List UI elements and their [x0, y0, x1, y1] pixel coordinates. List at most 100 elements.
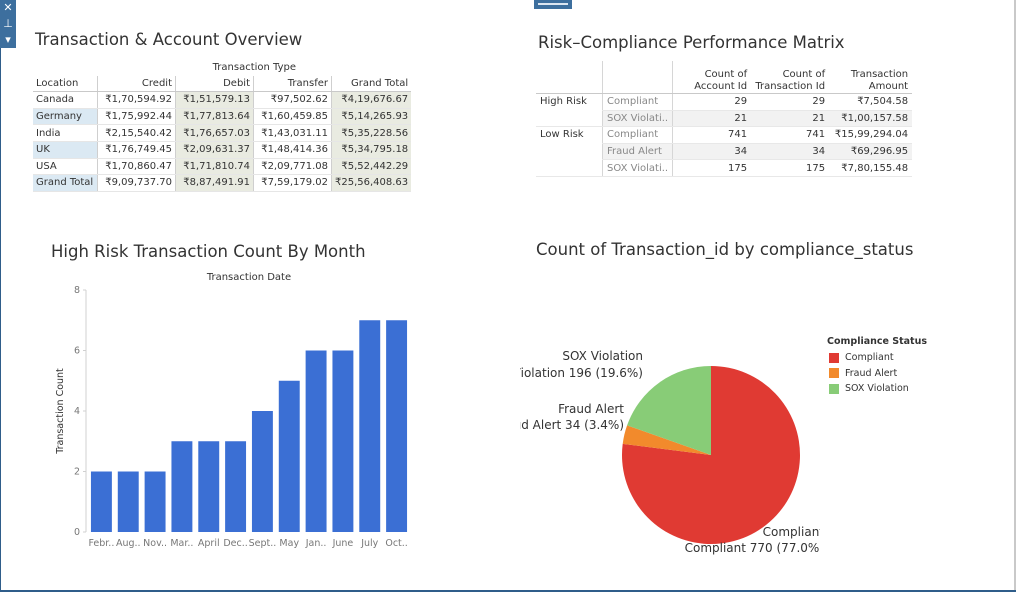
header-line: Account Id	[694, 81, 748, 92]
bar-oct[interactable]	[386, 320, 408, 532]
bar-aug[interactable]	[117, 471, 139, 533]
header-credit[interactable]: Credit	[97, 75, 176, 93]
table-row[interactable]: Fraud Alert 34 34 ₹69,296.95	[536, 143, 913, 161]
table-row[interactable]: UK ₹1,76,749.45 ₹2,09,631.37 ₹1,48,414.3…	[33, 141, 412, 159]
status-cell: Compliant	[601, 93, 673, 111]
debit-cell: ₹1,77,813.64	[175, 108, 254, 126]
bar-june[interactable]	[332, 350, 354, 533]
legend-item-sox-violation[interactable]: SOX Violation	[827, 381, 927, 397]
close-icon[interactable]: ✕	[3, 1, 13, 14]
location-cell: UK	[33, 141, 98, 159]
header-line: Amount	[868, 81, 909, 92]
x-tick-label: May	[279, 538, 299, 549]
x-tick-label: April	[198, 538, 220, 549]
legend-swatch-compliant	[829, 352, 839, 363]
debit-cell: ₹2,09,631.37	[175, 141, 254, 159]
amount-cell: ₹15,99,294.04	[829, 126, 913, 144]
pie-label-name: Compliant	[763, 525, 820, 539]
y-tick-label: 2	[74, 467, 80, 478]
x-tick-label: Febr..	[88, 538, 114, 549]
x-tick-label: Nov..	[143, 538, 167, 549]
grand-total-row[interactable]: Grand Total ₹9,09,737.70 ₹8,87,491.91 ₹7…	[33, 174, 412, 192]
header-line: Count of	[782, 69, 826, 80]
total-cell: ₹5,52,442.29	[331, 158, 412, 176]
transfer-cell: ₹7,59,179.02	[253, 174, 332, 192]
transaction-count-cell: 741	[751, 126, 830, 144]
total-cell: ₹5,35,228.56	[331, 124, 412, 142]
header-transaction-amount[interactable]: Transaction Amount	[829, 61, 913, 94]
account-count-cell: 29	[672, 93, 752, 111]
y-tick-label: 6	[74, 346, 80, 357]
risk-group-label: Low Risk	[536, 126, 603, 177]
credit-cell: ₹9,09,737.70	[97, 174, 176, 192]
header-line: Count of	[704, 69, 748, 80]
x-tick-label: June	[332, 538, 354, 549]
pie-label-name: SOX Violation	[562, 349, 643, 363]
total-cell: ₹4,19,676.67	[331, 91, 412, 109]
bar-nov[interactable]	[144, 471, 166, 533]
table-row[interactable]: USA ₹1,70,860.47 ₹1,71,810.74 ₹2,09,771.…	[33, 158, 412, 176]
pie-slice-fraud-alert[interactable]	[622, 425, 711, 455]
compliance-pie-chart: Compliant Compliant 770 (77.0%) Fraud Aler…	[520, 349, 820, 555]
header-line: Transaction Id	[755, 81, 826, 92]
legend-swatch-sox-violation	[829, 383, 839, 394]
legend-label: SOX Violation	[845, 383, 909, 395]
column-group-header: Transaction Type	[212, 62, 297, 74]
credit-cell: ₹2,15,540.42	[97, 124, 176, 142]
y-tick-label: 4	[74, 406, 80, 417]
bar-dec[interactable]	[225, 441, 247, 532]
overview-crosstab: Transaction Type Location Credit Debit T…	[33, 60, 412, 192]
bar-sept[interactable]	[251, 411, 273, 532]
bar-chart-title: High Risk Transaction Count By Month	[51, 242, 366, 261]
overview-title: Transaction & Account Overview	[35, 30, 303, 49]
table-row[interactable]: Germany ₹1,75,992.44 ₹1,77,813.64 ₹1,60,…	[33, 108, 412, 126]
legend-item-compliant[interactable]: Compliant	[827, 350, 927, 366]
header-debit[interactable]: Debit	[175, 75, 254, 93]
bar-mar[interactable]	[171, 441, 193, 532]
location-cell: Germany	[33, 108, 98, 126]
bar-febr[interactable]	[90, 471, 112, 533]
debit-cell: ₹1,76,657.03	[175, 124, 254, 142]
header-transfer[interactable]: Transfer	[253, 75, 332, 93]
bar-july[interactable]	[359, 320, 381, 532]
debit-cell: ₹1,71,810.74	[175, 158, 254, 176]
header-grand-total[interactable]: Grand Total	[331, 75, 412, 93]
bar-april[interactable]	[198, 441, 220, 532]
table-row[interactable]: High Risk Compliant 29 29 ₹7,504.58	[536, 93, 913, 128]
object-toolbar: ✕ ⊥ ▾	[0, 0, 16, 48]
pie-label-value: SOX Violation 196 (19.6%)	[520, 366, 643, 380]
total-cell: ₹5,14,265.93	[331, 108, 412, 126]
location-cell: Canada	[33, 91, 98, 109]
table-row[interactable]: SOX Violati.. 175 175 ₹7,80,155.48	[536, 159, 913, 177]
location-cell: USA	[33, 158, 98, 176]
transfer-cell: ₹1,43,031.11	[253, 124, 332, 142]
bar-may[interactable]	[278, 380, 300, 532]
credit-cell: ₹1,70,594.92	[97, 91, 176, 109]
credit-cell: ₹1,70,860.47	[97, 158, 176, 176]
header-location[interactable]: Location	[33, 75, 98, 93]
container-drag-handle[interactable]	[534, 0, 572, 9]
transfer-cell: ₹97,502.62	[253, 91, 332, 109]
total-cell: ₹5,34,795.18	[331, 141, 412, 159]
amount-cell: ₹1,00,157.58	[829, 110, 913, 128]
x-tick-label: Jan..	[305, 538, 327, 549]
dropdown-icon[interactable]: ▾	[5, 33, 11, 46]
legend-item-fraud-alert[interactable]: Fraud Alert	[827, 366, 927, 382]
credit-cell: ₹1,76,749.45	[97, 141, 176, 159]
debit-cell: ₹8,87,491.91	[175, 174, 254, 192]
x-tick-label: Oct..	[385, 538, 407, 549]
header-transaction-count[interactable]: Count of Transaction Id	[751, 61, 830, 94]
header-account-count[interactable]: Count of Account Id	[672, 61, 752, 94]
bar-jan[interactable]	[305, 350, 327, 533]
location-cell: Grand Total	[33, 174, 98, 192]
transfer-cell: ₹1,48,414.36	[253, 141, 332, 159]
pie-slice-sox-violation[interactable]	[627, 366, 711, 455]
account-count-cell: 741	[672, 126, 752, 144]
legend-label: Fraud Alert	[845, 367, 898, 379]
table-row[interactable]: Canada ₹1,70,594.92 ₹1,51,579.13 ₹97,502…	[33, 91, 412, 109]
table-row[interactable]: India ₹2,15,540.42 ₹1,76,657.03 ₹1,43,03…	[33, 124, 412, 142]
header-spacer	[601, 61, 673, 94]
pie-label-name: Fraud Alert	[558, 402, 624, 416]
pin-icon[interactable]: ⊥	[3, 17, 13, 30]
table-row[interactable]: Low Risk Compliant 741 741 ₹15,99,294.04	[536, 126, 913, 177]
